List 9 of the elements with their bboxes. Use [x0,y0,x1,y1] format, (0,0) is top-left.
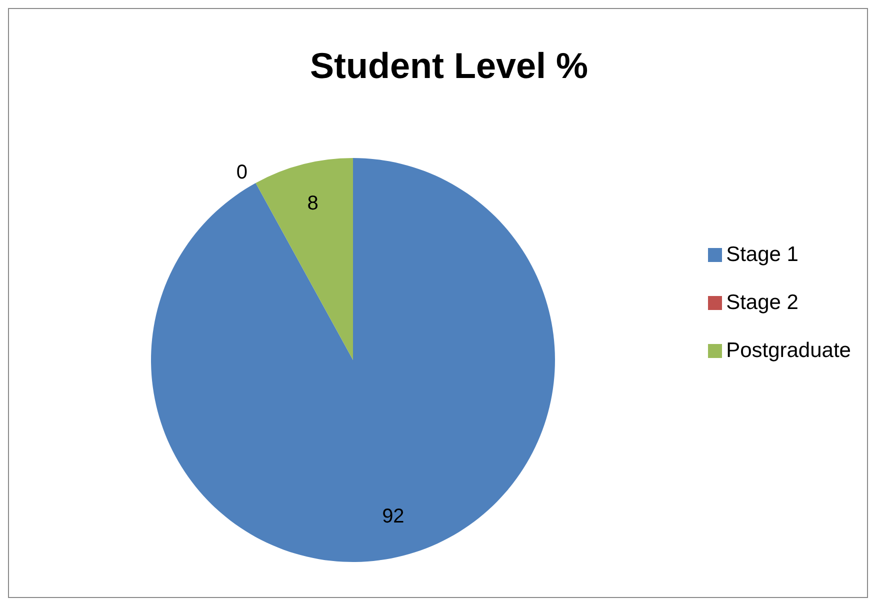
pie-slice [151,158,555,562]
data-label: 8 [307,192,318,214]
pie-slice [256,158,353,360]
legend-label: Stage 2 [726,291,798,314]
legend-label: Postgraduate [726,339,851,362]
text: 0 [236,161,248,184]
chart-title: Student Level % [308,45,590,87]
legend-label: Stage 1 [726,243,798,266]
data-label: 92 [382,506,404,528]
